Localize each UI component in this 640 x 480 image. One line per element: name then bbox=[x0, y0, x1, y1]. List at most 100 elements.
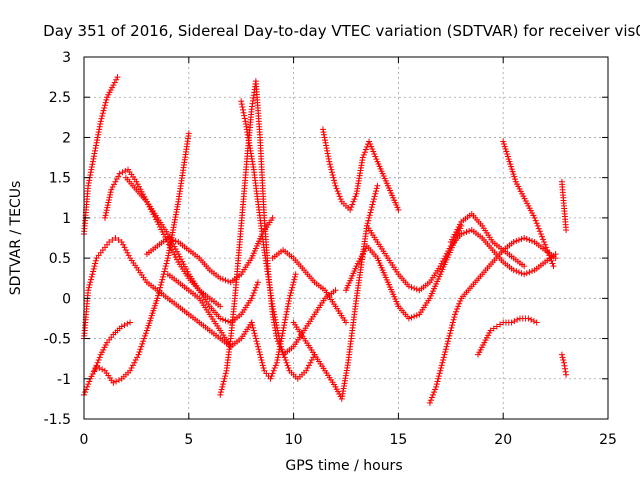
series-arc-4 bbox=[91, 319, 134, 374]
data-point bbox=[112, 178, 119, 185]
data-points bbox=[81, 74, 570, 406]
data-point bbox=[219, 276, 226, 283]
data-point bbox=[91, 150, 98, 157]
data-point bbox=[105, 199, 112, 206]
data-point bbox=[434, 378, 441, 385]
data-point bbox=[129, 362, 136, 369]
data-point bbox=[238, 101, 245, 108]
data-point bbox=[442, 346, 449, 353]
data-point bbox=[308, 357, 315, 364]
data-point bbox=[513, 238, 520, 245]
data-point bbox=[332, 182, 339, 189]
data-point bbox=[91, 367, 98, 374]
data-point bbox=[429, 391, 436, 398]
data-point bbox=[364, 220, 371, 227]
data-point bbox=[85, 284, 92, 291]
data-point bbox=[322, 137, 329, 144]
data-point bbox=[254, 279, 261, 286]
data-point bbox=[219, 316, 226, 323]
data-point bbox=[438, 362, 445, 369]
data-point bbox=[535, 225, 542, 232]
data-point bbox=[131, 359, 138, 366]
data-point bbox=[288, 287, 295, 294]
data-point bbox=[435, 375, 442, 382]
data-point bbox=[156, 287, 163, 294]
data-point bbox=[185, 130, 192, 137]
data-point bbox=[87, 276, 94, 283]
data-point bbox=[103, 96, 110, 103]
data-point bbox=[161, 268, 168, 275]
data-point bbox=[84, 383, 91, 390]
data-point bbox=[133, 178, 140, 185]
data-point bbox=[558, 351, 565, 358]
data-point bbox=[142, 332, 149, 339]
data-point bbox=[90, 155, 97, 162]
data-point bbox=[366, 214, 373, 221]
data-point bbox=[101, 104, 108, 111]
data-point bbox=[511, 318, 518, 325]
series-arc-21 bbox=[558, 178, 570, 233]
data-point bbox=[513, 268, 520, 275]
data-point bbox=[269, 303, 276, 310]
data-point bbox=[250, 324, 257, 331]
data-point bbox=[87, 279, 94, 286]
data-point bbox=[172, 246, 179, 253]
data-point bbox=[537, 230, 544, 237]
data-point bbox=[175, 251, 182, 258]
data-point bbox=[274, 354, 281, 361]
data-point bbox=[96, 126, 103, 133]
data-point bbox=[122, 247, 129, 254]
data-point bbox=[356, 258, 363, 265]
data-point bbox=[347, 206, 354, 213]
data-point bbox=[455, 303, 462, 310]
data-point bbox=[111, 79, 118, 86]
data-point bbox=[453, 228, 460, 235]
data-point bbox=[447, 330, 454, 337]
data-point bbox=[349, 201, 356, 208]
data-point bbox=[329, 169, 336, 176]
data-point bbox=[240, 109, 247, 116]
data-point bbox=[438, 260, 445, 267]
data-point bbox=[282, 316, 289, 323]
data-point bbox=[287, 292, 294, 299]
data-point bbox=[331, 177, 338, 184]
data-point bbox=[138, 343, 145, 350]
series-arc-14 bbox=[319, 126, 402, 213]
data-point bbox=[510, 171, 517, 178]
data-point bbox=[289, 284, 296, 291]
data-point bbox=[222, 317, 229, 324]
data-point bbox=[285, 298, 292, 305]
data-point bbox=[451, 231, 458, 238]
data-point bbox=[371, 193, 378, 200]
data-point bbox=[118, 323, 125, 330]
data-point bbox=[405, 315, 412, 322]
data-point bbox=[252, 332, 259, 339]
data-point bbox=[286, 295, 293, 302]
data-point bbox=[85, 182, 92, 189]
data-point bbox=[155, 289, 162, 296]
data-point bbox=[511, 173, 518, 180]
data-point bbox=[289, 281, 296, 288]
data-point bbox=[413, 286, 420, 293]
data-point bbox=[271, 314, 278, 321]
data-point bbox=[350, 198, 357, 205]
data-point bbox=[290, 279, 297, 286]
data-point bbox=[325, 153, 332, 160]
data-point bbox=[89, 158, 96, 165]
data-point bbox=[501, 143, 508, 150]
data-point bbox=[443, 250, 450, 257]
data-point bbox=[323, 142, 330, 149]
data-point bbox=[533, 220, 540, 227]
data-point bbox=[86, 281, 93, 288]
data-point bbox=[319, 126, 326, 133]
data-point bbox=[256, 348, 263, 355]
data-point bbox=[283, 308, 290, 315]
data-point bbox=[87, 171, 94, 178]
data-point bbox=[368, 204, 375, 211]
data-point bbox=[334, 188, 341, 195]
x-tick-label: 0 bbox=[80, 432, 89, 448]
data-point bbox=[518, 236, 525, 243]
data-point bbox=[280, 327, 287, 334]
y-tick-label: 0 bbox=[62, 291, 71, 307]
data-point bbox=[453, 308, 460, 315]
